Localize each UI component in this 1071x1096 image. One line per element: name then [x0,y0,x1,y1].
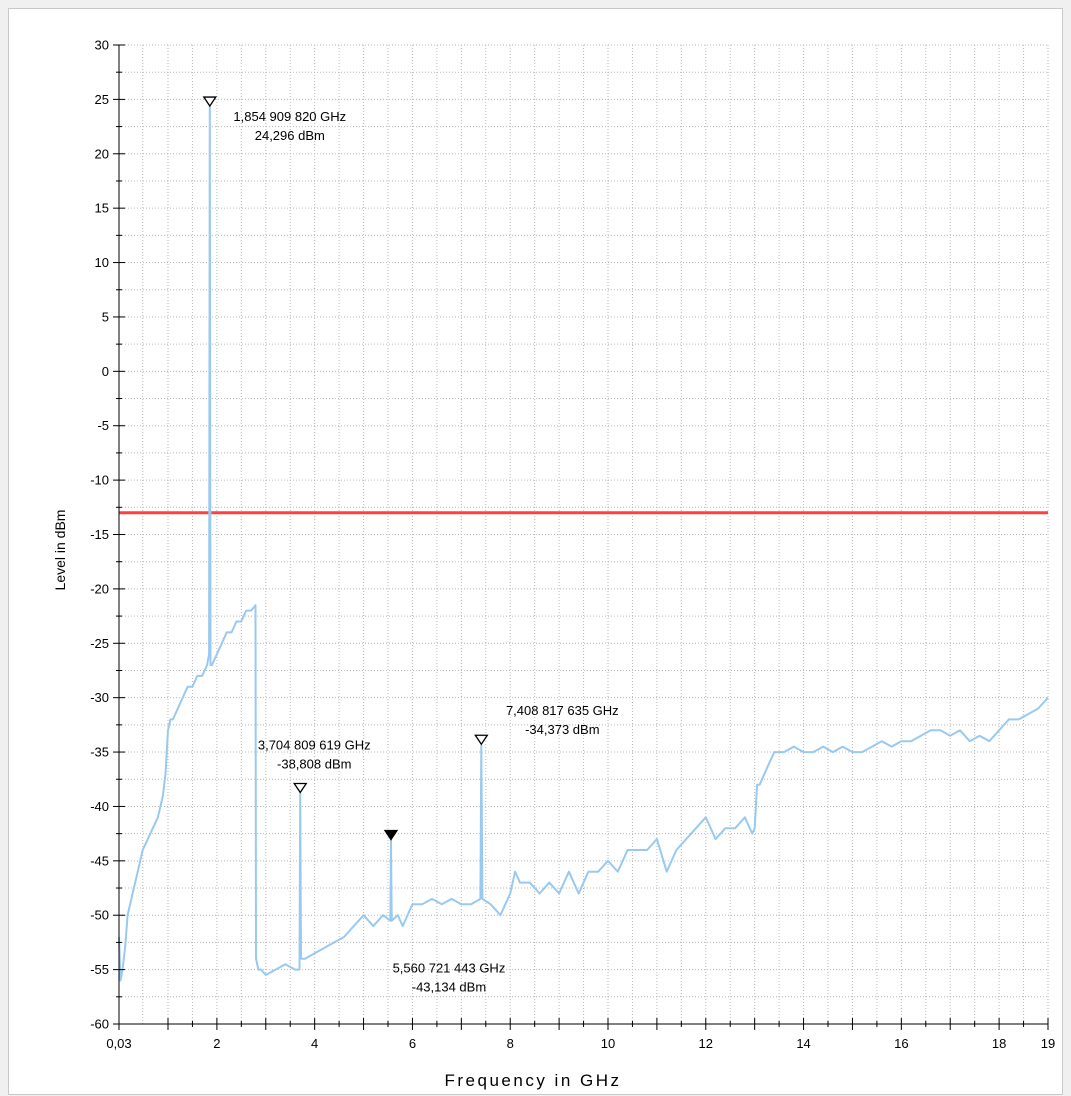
x-tick-label: 10 [601,1036,615,1051]
y-tick-label: -40 [90,799,109,814]
x-tick-label: 4 [311,1036,318,1051]
x-tick-label: 19 [1041,1036,1055,1051]
x-tick-label: 14 [796,1036,810,1051]
spectrum-chart: -60-55-50-45-40-35-30-25-20-15-10-505101… [52,38,1055,1091]
y-tick-label: 30 [95,38,109,53]
y-tick-label: 5 [102,309,109,324]
marker-level-label: 24,296 dBm [255,128,325,143]
x-tick-label: 6 [409,1036,416,1051]
spectrum-trace-line [118,106,1049,982]
y-tick-label: -50 [90,908,109,923]
y-tick-label: -35 [90,745,109,760]
markers: 1,854 909 820 GHz 24,296 dBm 3,704 809 619… [202,96,619,995]
x-axis-title: Frequency in GHz [445,1071,622,1090]
x-tick-label: 8 [507,1036,514,1051]
marker-triangle [383,829,399,841]
x-tick-label: 2 [213,1036,220,1051]
y-tick-label: 10 [95,255,109,270]
y-tick-label: -10 [90,473,109,488]
marker-frequency-label: 7,408 817 635 GHz [506,703,619,718]
marker-frequency-label: 5,560 721 443 GHz [393,961,506,976]
marker-frequency-label: 1,854 909 820 GHz [233,109,346,124]
y-axis-title: Level in dBm [52,510,68,591]
axes: -60-55-50-45-40-35-30-25-20-15-10-505101… [90,38,1055,1052]
y-tick-label: 20 [95,146,109,161]
y-tick-label: -25 [90,636,109,651]
y-tick-label: -15 [90,527,109,542]
y-tick-label: -5 [97,418,109,433]
y-tick-label: -55 [90,962,109,977]
y-tick-label: -45 [90,853,109,868]
y-tick-label: -60 [90,1017,109,1032]
x-tick-label: 0,03 [106,1036,131,1051]
grid [119,44,1049,1024]
y-tick-label: -30 [90,690,109,705]
marker-level-label: -34,373 dBm [525,722,599,737]
marker-level-label: -43,134 dBm [412,980,486,995]
x-tick-label: 18 [992,1036,1006,1051]
chart-frame: -60 -55 -50 -45 -40 -35 -30 -25 -20 -15 -10 -5 0 5 10 1… [8,8,1063,1095]
x-tick-label: 16 [894,1036,908,1051]
marker-level-label: -38,808 dBm [277,756,351,771]
y-tick-label: 0 [102,364,109,379]
x-tick-label: 12 [699,1036,713,1051]
y-tick-label: 15 [95,201,109,216]
marker-frequency-label: 3,704 809 619 GHz [258,737,371,752]
marker-triangle [202,96,218,108]
trace-layer [118,106,1049,982]
marker-triangle [293,782,308,794]
y-tick-label: -20 [90,581,109,596]
marker-triangle [474,734,489,746]
y-tick-label: 25 [95,92,109,107]
